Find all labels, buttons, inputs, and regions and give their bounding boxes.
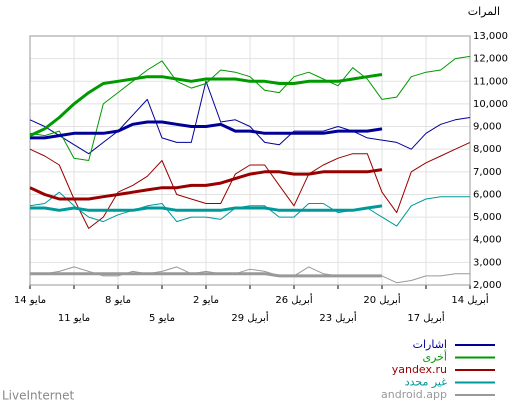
- y-tick-label: 4,000: [473, 235, 502, 246]
- plot-frame: [29, 35, 471, 286]
- y-tick-label: 5,000: [473, 212, 502, 223]
- x-tick-label: 23 أبريل: [319, 311, 357, 324]
- trend-line: [30, 120, 383, 140]
- x-tick-label: 20 أبريل: [363, 293, 401, 306]
- x-tick-label: 2 مايو: [193, 295, 219, 306]
- trend-line: [29, 168, 383, 201]
- legend-label: yandex.ru: [392, 363, 447, 376]
- y-tick-label: 13,000: [473, 31, 508, 42]
- trend-line: [29, 73, 383, 137]
- y-tick-label: 12,000: [473, 54, 508, 65]
- series-line: [29, 55, 471, 161]
- x-tick-label: 14 أبريل: [451, 293, 489, 306]
- y-tick-label: 3,000: [473, 257, 502, 268]
- x-tick-label: 5 مايو: [149, 313, 175, 324]
- x-tick-label: 14 مايو: [14, 295, 46, 306]
- series-line: [29, 141, 471, 229]
- footer: LiveInternet: [2, 389, 74, 403]
- y-tick-label: 2,000: [473, 280, 502, 291]
- y-tick-label: 8,000: [473, 144, 502, 155]
- y-tick-label: 9,000: [473, 122, 502, 133]
- trend-line: [30, 272, 382, 278]
- series-line: [29, 80, 471, 155]
- legend-label: غير محدد: [405, 376, 448, 389]
- x-tick-label: 8 مايو: [105, 295, 131, 306]
- y-tick-label: 6,000: [473, 189, 502, 200]
- y-tick-label: 7,000: [473, 167, 502, 178]
- y-tick-label: 10,000: [473, 99, 508, 110]
- trend-line: [30, 204, 383, 212]
- series-line: [30, 266, 470, 284]
- y-tick-label: 11,000: [473, 76, 508, 87]
- x-tick-label: 29 أبريل: [231, 311, 269, 324]
- legend-label: اشارات: [413, 338, 447, 351]
- series-line: [29, 191, 470, 227]
- chart-title: المرات: [468, 5, 500, 18]
- x-tick-label: 11 مايو: [58, 313, 90, 324]
- x-tick-label: 26 أبريل: [275, 293, 313, 306]
- x-tick-label: 17 أبريل: [407, 311, 445, 324]
- legend-label: أخرى: [422, 350, 447, 364]
- legend-label: android.app: [381, 388, 447, 401]
